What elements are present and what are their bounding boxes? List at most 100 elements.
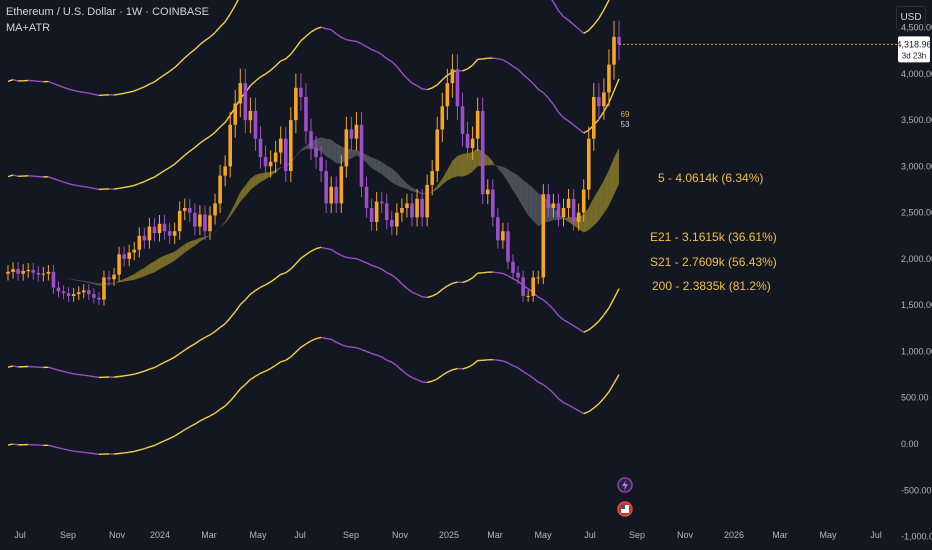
candle-body <box>592 97 596 139</box>
y-tick-label: -500.00 <box>901 485 932 495</box>
atr-band-segment <box>522 370 529 376</box>
atr-band-segment <box>305 250 312 256</box>
candle-body <box>496 217 500 241</box>
atr-band-segment <box>93 93 100 97</box>
atr-band-segment <box>129 90 135 93</box>
candle-body <box>319 157 323 172</box>
candle-body <box>278 138 283 153</box>
y-tick-label: -1,000.00 <box>901 532 932 542</box>
candle-body <box>475 110 480 139</box>
atr-band-segment <box>376 51 383 55</box>
marker-upper: 69 <box>621 110 630 119</box>
candle-body <box>465 134 470 148</box>
atr-band-segment <box>436 288 443 295</box>
candle-body <box>294 87 298 121</box>
atr-band-segment <box>119 375 125 378</box>
atr-band-segment <box>275 273 282 279</box>
atr-band-segment <box>447 282 453 287</box>
price-axis: 6,000.005,500.005,000.004,500.004,000.00… <box>901 23 932 542</box>
cloud-segment <box>533 188 539 227</box>
atr-band-segment <box>214 126 221 133</box>
atr-band-segment <box>129 373 135 376</box>
candle-body <box>97 297 101 300</box>
candle-body <box>395 212 399 227</box>
atr-bands <box>7 0 620 456</box>
atr-band-segment <box>113 187 120 190</box>
candle-body <box>87 290 91 295</box>
candle-body <box>208 215 212 232</box>
atr-band-segment <box>133 88 140 92</box>
x-tick-label: Jul <box>294 530 306 540</box>
y-tick-label: 500.00 <box>901 393 929 403</box>
atr-band-segment <box>280 58 287 62</box>
atr-band-segment <box>63 181 69 185</box>
atr-band-segment <box>608 90 615 103</box>
atr-band-segment <box>204 415 211 420</box>
candle-body <box>420 198 424 218</box>
x-tick-label: Sep <box>343 530 359 540</box>
atr-band-segment <box>552 1 560 11</box>
atr-band-segment <box>68 182 74 186</box>
cloud-segment <box>371 157 377 172</box>
x-tick-label: Jul <box>14 530 26 540</box>
atr-band-segment <box>310 338 317 342</box>
atr-band-segment <box>295 40 302 49</box>
atr-band-segment <box>113 375 120 378</box>
cloud-segment <box>230 202 236 217</box>
atr-band-segment <box>401 369 408 375</box>
cloud-segment <box>376 159 382 175</box>
cloud-segment <box>225 212 231 224</box>
cloud-segment <box>255 173 261 186</box>
atr-band-segment <box>174 62 181 69</box>
indicator-label[interactable]: MA+ATR <box>6 22 51 34</box>
atr-band-segment <box>366 350 372 355</box>
atr-band-segment <box>542 384 549 390</box>
cloud-segment <box>401 178 407 189</box>
atr-band-segment <box>330 338 337 343</box>
atr-band-segment <box>608 382 615 393</box>
candle-body <box>329 186 333 204</box>
atr-band-segment <box>593 403 600 409</box>
atr-band-segment <box>588 325 595 331</box>
atr-band-segment <box>149 176 155 180</box>
candle-body <box>374 201 379 222</box>
currency-button[interactable]: USD <box>896 6 926 30</box>
candle-body <box>566 198 571 209</box>
atr-band-segment <box>361 43 367 48</box>
candle-body <box>46 271 51 274</box>
candle-body <box>177 210 182 232</box>
cloud-segment <box>513 172 519 199</box>
atr-band-segment <box>129 184 135 188</box>
atr-band-segment <box>209 32 216 38</box>
atr-band-segment <box>502 272 509 277</box>
candle-body <box>304 97 308 132</box>
atr-band-segment <box>260 370 266 374</box>
x-tick-label: 2025 <box>439 530 459 540</box>
y-tick-label: 2,000.00 <box>901 254 932 264</box>
candle-body <box>92 294 96 298</box>
atr-band-segment <box>290 263 297 270</box>
atr-band-segment <box>144 446 150 450</box>
atr-band-segment <box>234 0 239 6</box>
atr-band-segment <box>346 256 352 259</box>
atr-band-segment <box>159 169 165 175</box>
candle-body <box>142 235 147 241</box>
cloud-segment <box>119 278 125 283</box>
atr-band-segment <box>249 289 256 295</box>
atr-band-segment <box>93 452 99 456</box>
atr-band-segment <box>204 334 211 339</box>
ma-label: 200 - 2.3835k (81.2%) <box>652 279 771 293</box>
atr-band-segment <box>48 444 54 448</box>
candle-body <box>405 203 409 209</box>
atr-band-segment <box>53 445 59 449</box>
atr-band-segment <box>441 285 448 291</box>
candle-body <box>117 254 121 275</box>
atr-band-segment <box>310 28 317 33</box>
atr-band-segment <box>73 89 79 93</box>
candle-body <box>289 120 293 172</box>
atr-band-segment <box>422 381 428 384</box>
atr-band-segment <box>447 369 453 373</box>
atr-band-segment <box>164 437 170 442</box>
atr-band-segment <box>376 354 382 358</box>
